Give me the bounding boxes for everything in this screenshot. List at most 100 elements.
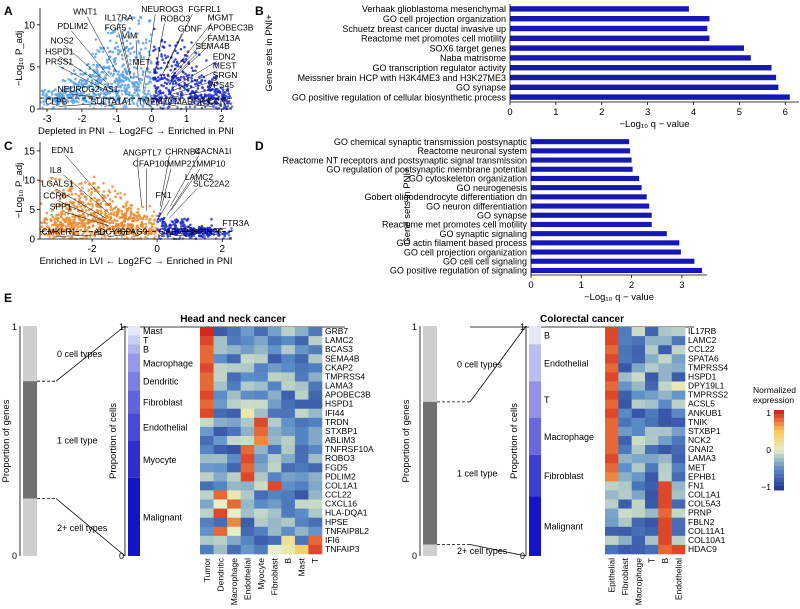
data-point xyxy=(50,224,54,227)
heatmap-cell xyxy=(254,544,269,555)
heatmap-cell xyxy=(618,345,632,355)
heatmap-cell xyxy=(240,417,255,428)
data-point xyxy=(207,93,210,97)
heatmap-cell xyxy=(240,372,255,382)
gene-label: IL8 xyxy=(50,165,62,175)
heatmap-cell xyxy=(213,517,228,528)
data-point xyxy=(43,88,47,92)
heatmap-cell xyxy=(671,436,686,446)
data-point xyxy=(136,232,139,235)
legend-swatch xyxy=(774,430,784,435)
gene-row-label: IFI44 xyxy=(325,408,345,418)
heatmap-cell xyxy=(631,408,646,419)
heatmap-cell xyxy=(631,535,646,546)
data-point xyxy=(139,81,142,85)
data-point xyxy=(176,51,179,55)
bar xyxy=(510,65,772,71)
label-leader xyxy=(65,155,110,207)
data-point xyxy=(61,218,65,221)
heatmap-cell xyxy=(281,381,296,391)
data-point xyxy=(122,106,125,109)
heatmap-cell xyxy=(618,390,632,400)
data-point xyxy=(132,216,135,220)
data-point xyxy=(226,89,230,92)
data-point xyxy=(45,218,49,221)
heatmap-cell xyxy=(631,354,646,364)
heatmap-cell xyxy=(227,327,241,337)
data-point xyxy=(86,214,90,217)
data-point xyxy=(88,235,92,239)
heatmap-cell xyxy=(658,426,672,437)
heatmap-cell xyxy=(658,499,672,509)
data-point xyxy=(68,216,71,220)
y-axis-title: Gene sets in PNI+ xyxy=(402,167,413,245)
data-point xyxy=(61,227,65,231)
heatmap-cell xyxy=(267,372,282,382)
data-point xyxy=(125,45,129,49)
legend-swatch xyxy=(774,454,784,459)
x-tick-label: 2 xyxy=(629,280,634,291)
data-point xyxy=(103,83,107,86)
bar xyxy=(531,212,652,218)
data-point xyxy=(191,69,195,72)
gene-row-label: PDLIM2 xyxy=(325,471,356,481)
category-label: Naba matrisome xyxy=(440,53,506,63)
data-point xyxy=(121,70,125,74)
data-point xyxy=(60,213,63,216)
data-point xyxy=(159,106,162,109)
data-point xyxy=(140,220,144,224)
heatmap-cell xyxy=(618,327,632,337)
data-point xyxy=(65,207,68,210)
data-point xyxy=(145,94,148,97)
data-point xyxy=(193,105,197,109)
data-point xyxy=(128,27,132,30)
data-point xyxy=(124,75,127,79)
heatmap-cell xyxy=(645,372,659,382)
data-point xyxy=(83,85,86,89)
data-point xyxy=(116,79,119,83)
data-point xyxy=(111,30,115,34)
heatmap-cell xyxy=(308,454,323,464)
cell-type-bar xyxy=(128,344,140,354)
data-point xyxy=(147,89,151,93)
data-point xyxy=(75,95,78,98)
heatmap-cell xyxy=(267,535,282,546)
label-leader xyxy=(171,32,212,78)
heatmap-cell xyxy=(308,417,323,428)
data-point xyxy=(81,232,85,235)
gene-row-label: BCAS3 xyxy=(325,344,353,354)
data-point xyxy=(79,205,82,208)
data-point xyxy=(150,232,153,236)
data-point xyxy=(157,79,160,82)
data-point xyxy=(229,102,233,106)
data-point xyxy=(96,77,100,81)
data-point xyxy=(159,91,162,95)
heatmap-cell xyxy=(281,445,296,455)
gene-row-label: COL5A3 xyxy=(688,499,721,509)
gene-label: GRIN2C xyxy=(191,227,223,237)
heatmap-cell xyxy=(267,399,282,409)
data-point xyxy=(163,40,167,44)
data-point xyxy=(112,72,116,76)
cell-type-bar xyxy=(529,326,541,345)
heatmap-cell xyxy=(200,445,214,455)
heatmap-cell xyxy=(631,417,646,428)
label-leader xyxy=(157,234,163,237)
heatmap-cell xyxy=(658,544,672,555)
data-point xyxy=(138,89,141,92)
gene-row-label: CKAP2 xyxy=(325,362,353,372)
data-point xyxy=(60,215,63,219)
data-point xyxy=(94,103,97,106)
heatmap-cell xyxy=(200,372,214,382)
data-point xyxy=(148,71,152,74)
data-point xyxy=(185,74,189,78)
heatmap-cell xyxy=(267,436,282,446)
data-point xyxy=(226,105,230,108)
cell-type-bar xyxy=(128,477,140,556)
heatmap-cell xyxy=(213,336,228,346)
gene-row-label: TNFAIP3 xyxy=(325,544,360,554)
data-point xyxy=(141,230,144,233)
data-point xyxy=(163,98,166,101)
data-point xyxy=(82,91,86,95)
data-point xyxy=(54,204,58,208)
